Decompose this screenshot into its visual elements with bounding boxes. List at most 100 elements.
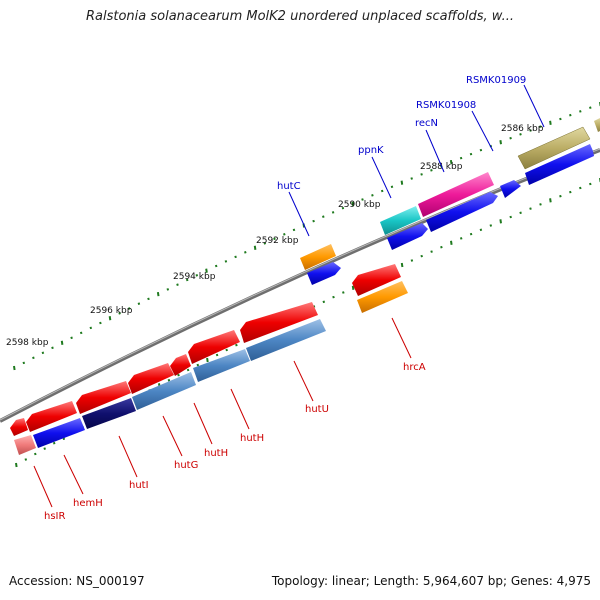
scale-tick bbox=[589, 106, 592, 109]
scale-tick bbox=[559, 117, 562, 121]
feature-huti[interactable] bbox=[82, 398, 136, 429]
scale-tick bbox=[312, 219, 315, 223]
scale-tick bbox=[147, 297, 150, 301]
scale-tick bbox=[589, 182, 592, 186]
label-rsmk01909[interactable]: RSMK01909 bbox=[466, 75, 526, 86]
feature-huth[interactable] bbox=[193, 349, 250, 382]
scale-tick bbox=[195, 274, 199, 277]
scale-tick bbox=[529, 129, 532, 132]
label-huth-2[interactable]: hutH bbox=[204, 448, 228, 459]
feature-huti-red[interactable] bbox=[76, 381, 131, 414]
scale-tick bbox=[410, 177, 413, 180]
feature-ppnk-blue[interactable] bbox=[387, 223, 428, 250]
scale-tick bbox=[70, 336, 73, 340]
scale-tick bbox=[13, 365, 16, 371]
scale-tick bbox=[579, 110, 582, 113]
scale-tick bbox=[559, 194, 562, 198]
feature-hutc[interactable] bbox=[300, 244, 336, 270]
feature-hemh-red[interactable] bbox=[26, 401, 77, 432]
feature-hrca[interactable] bbox=[357, 281, 408, 313]
scale-tick bbox=[128, 307, 131, 310]
feature-hutc-blue[interactable] bbox=[307, 262, 341, 285]
feature-rsmk01908[interactable] bbox=[500, 180, 521, 198]
feature-hutu[interactable] bbox=[246, 319, 326, 361]
scale-tick bbox=[292, 228, 296, 232]
topology-summary: Topology: linear; Length: 5,964,607 bp; … bbox=[271, 574, 591, 588]
scale-tick bbox=[263, 242, 267, 245]
scale-label-2590: 2590 kbp bbox=[338, 200, 381, 210]
scale-tick bbox=[52, 441, 56, 445]
scale-tick bbox=[99, 321, 102, 325]
scale-tick bbox=[400, 262, 404, 268]
feature-rsmk01909-blue[interactable] bbox=[525, 144, 594, 185]
feature-rsmk01909[interactable] bbox=[517, 126, 591, 170]
scale-tick bbox=[459, 156, 463, 160]
label-huth-1[interactable]: hutH bbox=[240, 433, 264, 444]
scale-tick bbox=[60, 340, 64, 345]
label-rsmk01908[interactable]: RSMK01908 bbox=[416, 100, 476, 111]
scale-tick bbox=[273, 237, 276, 241]
feature-ppnk[interactable] bbox=[380, 206, 421, 235]
scale-tick bbox=[479, 148, 483, 152]
scale-tick bbox=[118, 312, 121, 315]
label-hutu[interactable]: hutU bbox=[305, 404, 329, 415]
scale-tick bbox=[34, 452, 37, 456]
scale-tick bbox=[499, 140, 502, 145]
scale-tick bbox=[449, 159, 453, 165]
scale-tick bbox=[244, 251, 247, 254]
label-recn[interactable]: recN bbox=[415, 118, 438, 129]
scale-label-2594: 2594 kbp bbox=[173, 272, 216, 282]
scale-tick bbox=[579, 186, 582, 190]
feature-hrca-red[interactable] bbox=[352, 264, 401, 296]
scale-tick bbox=[539, 203, 542, 206]
scale-tick bbox=[341, 206, 345, 210]
scale-tick bbox=[234, 255, 237, 259]
scale-tick bbox=[509, 136, 512, 140]
scale-tick bbox=[569, 190, 572, 194]
scale-tick bbox=[206, 357, 209, 363]
label-hutg[interactable]: hutG bbox=[174, 460, 198, 471]
scale-tick bbox=[549, 120, 552, 125]
outer-tick-row bbox=[13, 102, 600, 371]
feature-recn[interactable] bbox=[418, 172, 494, 217]
forward-gene-labels: RSMK01909 RSMK01908 recN ppnK hutC bbox=[277, 75, 526, 192]
feature-hslr-red[interactable] bbox=[10, 418, 28, 436]
feature-hslr[interactable] bbox=[14, 435, 36, 455]
scale-tick bbox=[79, 331, 83, 335]
label-hslr[interactable]: hsIR bbox=[44, 511, 65, 522]
scale-tick bbox=[529, 207, 532, 210]
feature-huth-red[interactable] bbox=[188, 330, 240, 364]
label-hrca[interactable]: hrcA bbox=[403, 362, 426, 373]
scale-tick bbox=[351, 285, 355, 290]
feature-edge-khaki[interactable] bbox=[594, 118, 600, 132]
scale-tick bbox=[430, 250, 433, 253]
feature-hutu-red[interactable] bbox=[240, 302, 318, 343]
feature-recn-blue[interactable] bbox=[426, 192, 498, 232]
scale-tick bbox=[225, 348, 228, 352]
scale-tick bbox=[361, 198, 364, 201]
forward-leaders bbox=[288, 84, 545, 237]
scale-label-2596: 2596 kbp bbox=[90, 306, 133, 316]
scale-tick bbox=[41, 351, 45, 355]
scale-label-2592: 2592 kbp bbox=[256, 236, 299, 246]
scale-tick bbox=[156, 291, 160, 297]
scale-tick bbox=[479, 228, 483, 232]
label-huti[interactable]: hutI bbox=[129, 480, 149, 491]
label-ppnk[interactable]: ppnK bbox=[358, 145, 384, 156]
scale-tick bbox=[253, 245, 257, 250]
feature-hutg[interactable] bbox=[132, 372, 196, 410]
scale-label-2598: 2598 kbp bbox=[6, 338, 49, 348]
scale-tick bbox=[430, 169, 433, 172]
label-hemh[interactable]: hemH bbox=[73, 498, 103, 509]
feature-hutg-red[interactable] bbox=[128, 363, 174, 394]
scale-tick bbox=[322, 300, 326, 304]
feature-huth-red-small[interactable] bbox=[170, 354, 191, 376]
scale-tick bbox=[469, 152, 473, 156]
scale-tick bbox=[549, 198, 552, 203]
scale-tick bbox=[166, 288, 170, 291]
scale-tick bbox=[322, 215, 325, 218]
label-hutc[interactable]: hutC bbox=[277, 181, 301, 192]
reverse-leaders bbox=[33, 317, 412, 508]
scale-tick bbox=[186, 368, 190, 372]
feature-hemh[interactable] bbox=[33, 418, 85, 448]
